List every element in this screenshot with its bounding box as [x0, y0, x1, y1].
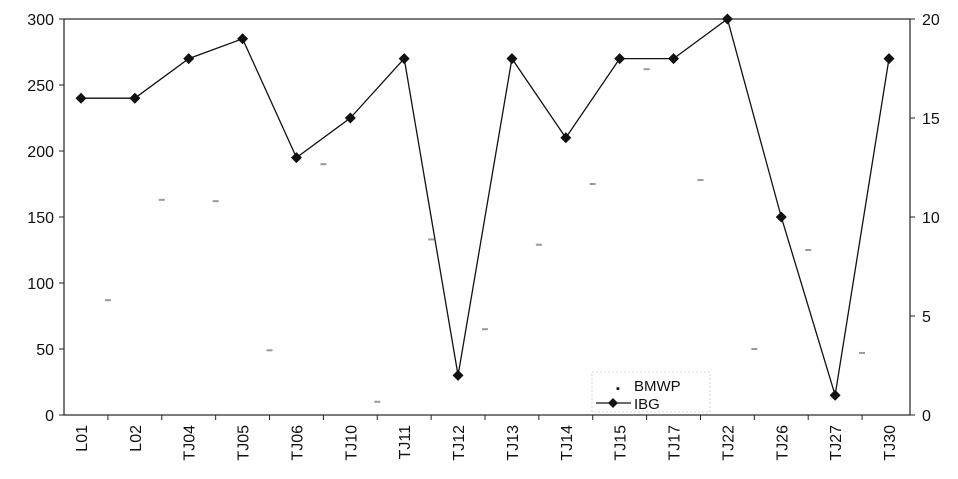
ibg-point	[506, 53, 518, 65]
bmwp-point	[104, 299, 111, 302]
right-axis-tick-label: 0	[922, 408, 931, 425]
left-axis-tick-label: 250	[27, 78, 54, 95]
ibg-point	[668, 53, 680, 65]
ibg-series	[75, 13, 895, 401]
ibg-point	[183, 53, 195, 65]
left-axis-tick-label: 300	[27, 12, 54, 29]
bmwp-point	[805, 249, 812, 251]
left-axis-tick-label: 200	[27, 144, 54, 161]
left-y-axis: 0 50 100 150 200 250 300	[27, 12, 64, 425]
bmwp-point	[266, 349, 273, 352]
ibg-point	[237, 33, 249, 45]
ibg-point	[290, 152, 302, 164]
right-axis-tick-label: 15	[922, 111, 940, 128]
legend: ▪ BMWP IBG	[591, 371, 711, 413]
ibg-point	[344, 112, 356, 124]
x-axis-tick-label: TJ06	[289, 425, 306, 461]
legend-label-bmwp: BMWP	[634, 378, 681, 395]
legend-label-ibg: IBG	[634, 396, 660, 413]
legend-marker-ibg	[608, 398, 618, 408]
bmwp-point	[158, 198, 165, 201]
ibg-point	[75, 92, 87, 104]
x-axis-tick-label: TJ30	[882, 425, 899, 461]
x-axis-tick-label: TJ14	[559, 425, 576, 461]
x-axis-tick-label: TJ10	[343, 425, 360, 461]
right-axis-tick-label: 20	[922, 12, 940, 29]
x-axis-tick-label: TJ04	[182, 425, 199, 461]
ibg-line	[81, 17, 890, 396]
x-axis-tick-label: TJ13	[505, 425, 522, 461]
ibg-point	[614, 53, 626, 65]
x-axis-tick-label: TJ27	[828, 425, 845, 461]
bmwp-point	[428, 238, 435, 241]
ibg-point	[560, 132, 572, 144]
right-y-axis: 0 5 10 15 20	[910, 12, 940, 425]
ibg-point	[883, 53, 895, 65]
x-axis-tick-label: L01	[74, 425, 91, 452]
right-axis-tick-label: 10	[922, 210, 940, 227]
x-axis-tick-label: TJ15	[613, 425, 630, 461]
legend-marker-bmwp: ▪	[616, 383, 620, 395]
bmwp-point	[859, 351, 866, 354]
left-axis-tick-label: 50	[36, 342, 54, 359]
x-axis-tick-label: TJ05	[236, 425, 253, 461]
ibg-point	[398, 53, 410, 65]
left-axis-tick-label: 0	[45, 408, 54, 425]
x-axis-tick-label: TJ17	[667, 425, 684, 461]
bmwp-point	[589, 183, 596, 185]
bmwp-point	[212, 200, 219, 203]
bmwp-point	[535, 243, 542, 246]
left-axis-tick-label: 100	[27, 276, 54, 293]
x-axis-tick-label: L02	[128, 425, 145, 452]
bmwp-point	[320, 163, 327, 166]
right-axis-tick-label: 5	[922, 309, 931, 326]
ibg-point	[829, 389, 841, 401]
ibg-point	[129, 92, 141, 104]
x-axis-tick-label: TJ11	[397, 425, 414, 459]
x-axis-tick-label: TJ22	[720, 425, 737, 461]
bmwp-point	[374, 400, 381, 403]
bmwp-point	[482, 328, 488, 331]
bmwp-point	[751, 348, 758, 350]
left-axis-tick-label: 150	[27, 210, 54, 227]
bmwp-point	[643, 68, 650, 71]
x-axis-tick-label: TJ12	[451, 425, 468, 461]
ibg-point	[775, 211, 787, 223]
x-axis-tick-label: TJ26	[774, 425, 791, 461]
bmwp-point	[697, 179, 704, 182]
ibg-point	[452, 369, 464, 381]
x-axis: L01 L02 TJ04 TJ05 TJ06 TJ10 TJ11 TJ12 TJ13 TJ14 TJ…	[74, 415, 899, 461]
ibg-point	[721, 13, 733, 25]
bmwp-series	[104, 68, 866, 403]
